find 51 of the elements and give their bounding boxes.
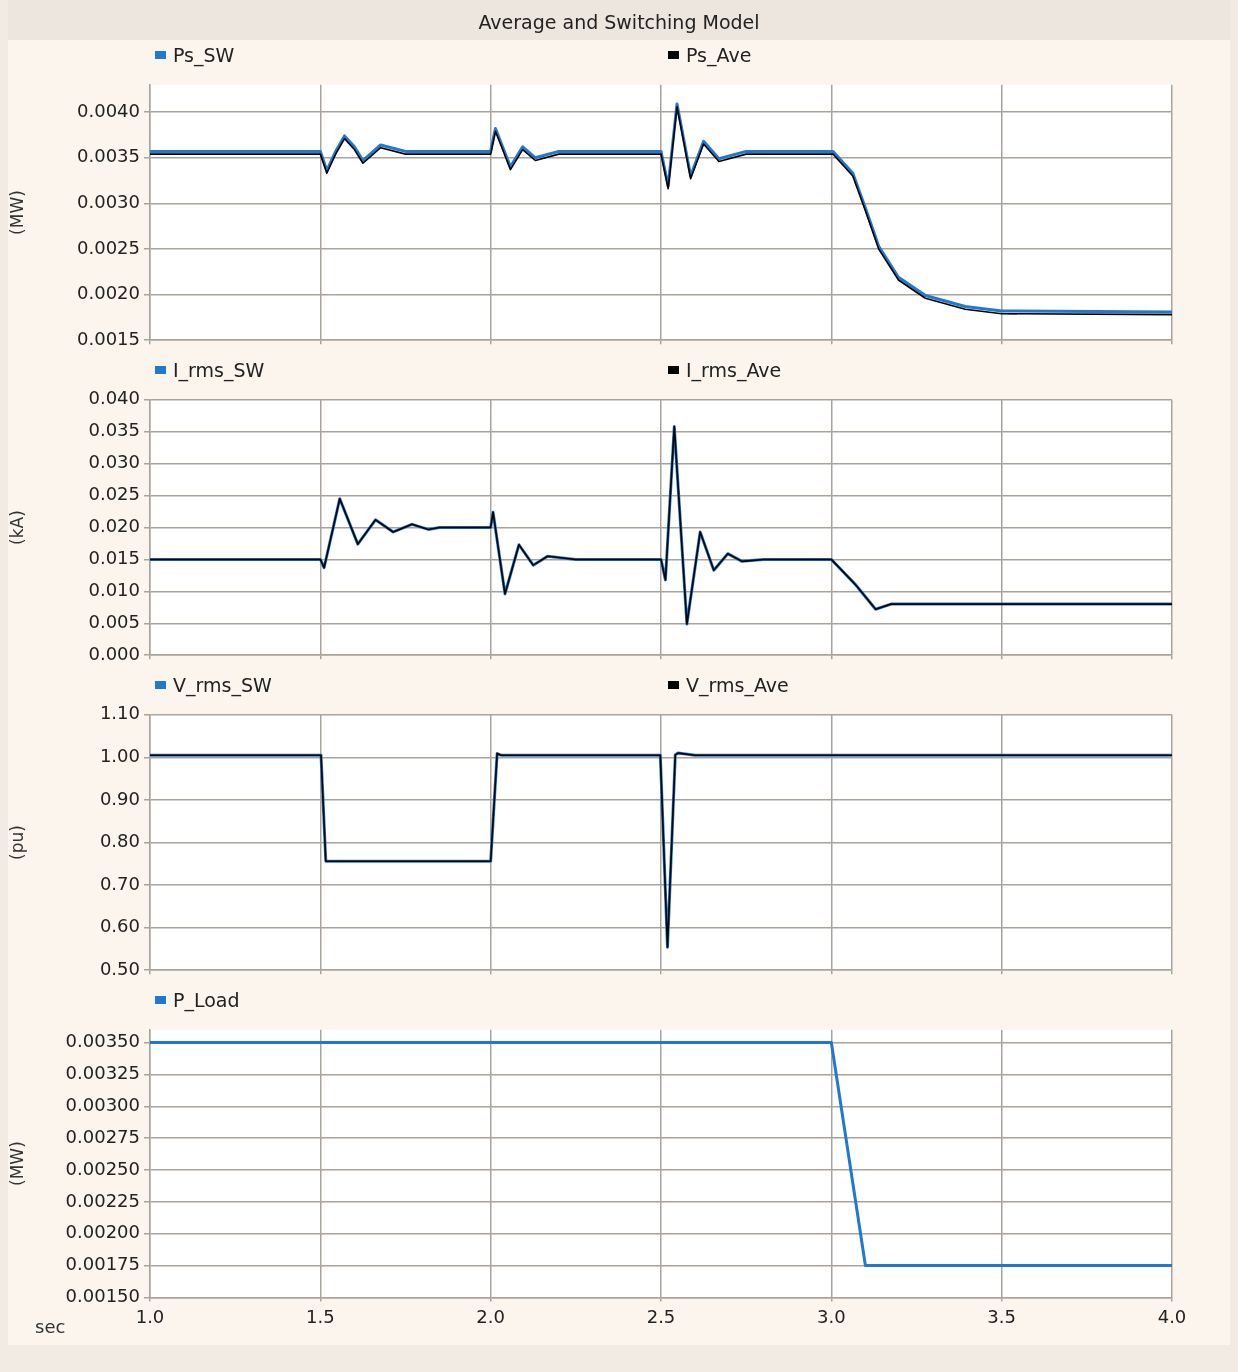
y-tick-label: 0.70 [99,872,140,894]
y-tick-label: 0.000 [88,642,140,664]
legend-label: V_rms_Ave [686,674,789,696]
legend-label: I_rms_Ave [686,359,782,381]
y-tick-label: 0.040 [88,387,140,409]
x-tick-label: 4.0 [1157,1305,1187,1327]
x-tick-label: 1.5 [306,1305,335,1327]
y-tick-label: 0.00225 [65,1189,140,1211]
y-tick-label: 0.00200 [65,1221,140,1243]
y-tick-label: 0.020 [88,515,140,537]
legend-label: I_rms_SW [173,359,265,381]
y-tick-label: 1.10 [99,702,140,724]
y-tick-label: 0.025 [88,483,140,505]
y-tick-label: 0.00250 [65,1157,140,1179]
y-tick-label: 0.0025 [77,236,140,258]
y-tick-label: 0.00275 [65,1125,140,1147]
y-tick-label: 0.015 [88,547,140,569]
y-tick-label: 0.035 [88,419,140,441]
x-tick-label: 2.5 [646,1305,676,1327]
y-tick-label: 0.50 [99,957,140,979]
y-tick-label: 0.0035 [77,145,140,167]
legend-label: Ps_Ave [686,44,752,66]
y-tick-label: 0.0030 [77,191,140,213]
legend-label: P_Load [173,989,240,1011]
x-axis-title: sec [35,1316,66,1338]
y-tick-label: 0.90 [99,787,140,809]
x-tick-label: 3.5 [987,1305,1016,1327]
y-tick-label: 0.0015 [77,327,140,349]
x-tick-label: 2.0 [476,1305,505,1327]
y-tick-label: 0.60 [99,915,140,937]
y-tick-label: 0.00325 [65,1062,140,1084]
legend-label: Ps_SW [173,44,235,66]
y-axis-title: (MW) [6,1141,27,1186]
y-tick-label: 0.80 [99,830,140,852]
legend-label: V_rms_SW [173,674,272,696]
y-tick-label: 0.010 [88,579,140,601]
x-tick-label: 3.0 [817,1305,846,1327]
y-tick-label: 0.00300 [65,1093,140,1115]
y-tick-label: 0.00150 [65,1285,140,1307]
y-tick-label: 0.0040 [77,99,140,121]
x-tick-label: 1.0 [135,1305,165,1327]
chart-title: Average and Switching Model [8,0,1230,40]
y-tick-label: 0.0020 [77,282,140,304]
y-tick-label: 0.005 [88,610,140,632]
y-axis-title: (kA) [6,510,27,545]
y-tick-label: 1.00 [99,745,140,767]
y-tick-label: 0.030 [88,451,140,473]
y-tick-label: 0.00175 [65,1253,140,1275]
y-axis-title: (pu) [6,825,27,860]
y-tick-label: 0.00350 [65,1030,140,1052]
y-axis-title: (MW) [6,190,27,235]
